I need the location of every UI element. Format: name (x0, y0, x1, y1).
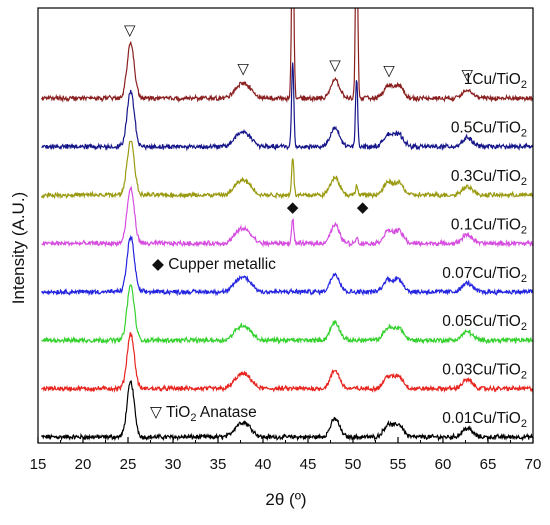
series-label-0: 0.01Cu/TiO2 (442, 410, 527, 430)
series-line-5 (41, 140, 533, 200)
series-labels: 0.01Cu/TiO2 0.03Cu/TiO2 0.05Cu/TiO2 0.07Cu/… (442, 71, 527, 430)
x-tick-label-4: 35 (210, 456, 227, 473)
x-tick-label-7: 50 (345, 456, 362, 473)
legend-anatase: ▽ TiO2 Anatase (150, 404, 257, 424)
series-label-1: 0.03Cu/TiO2 (442, 362, 527, 382)
anatase-marker-2: ▽ (329, 56, 341, 74)
series-label-3: 0.07Cu/TiO2 (442, 265, 527, 285)
y-axis-title: Intensity (A.U.) (9, 192, 28, 304)
x-tick-label-10: 65 (480, 456, 497, 473)
anatase-marker-4: ▽ (462, 65, 474, 83)
x-axis-title: 2θ (º) (265, 490, 306, 509)
x-tick-label-6: 45 (300, 456, 317, 473)
series-line-6 (41, 62, 533, 152)
series-label-4: 0.1Cu/TiO2 (451, 216, 527, 236)
x-tick-label-2: 25 (120, 456, 137, 473)
x-axis: 15 20 25 30 35 40 45 50 55 60 65 70 (30, 7, 542, 473)
legend: ◆ Cupper metallic ▽ TiO2 Anatase (150, 256, 276, 424)
plot-area (41, 8, 533, 442)
series-line-2 (41, 284, 533, 345)
series-label-5: 0.3Cu/TiO2 (451, 168, 527, 188)
copper-marker-1: ◆ (357, 198, 369, 216)
series-line-3 (41, 234, 533, 297)
x-tick-label-1: 20 (75, 456, 92, 473)
series-line-0 (41, 380, 533, 442)
anatase-marker-1: ▽ (237, 59, 249, 77)
series-label-6: 0.5Cu/TiO2 (451, 120, 527, 140)
series-line-7 (41, 8, 533, 104)
x-tick-label-9: 60 (435, 456, 452, 473)
x-tick-label-11: 70 (525, 456, 542, 473)
anatase-marker-3: ▽ (383, 61, 395, 79)
x-tick-label-8: 55 (390, 456, 407, 473)
x-tick-label-3: 30 (165, 456, 182, 473)
legend-copper: ◆ Cupper metallic (152, 256, 276, 273)
peak-markers: ▽ ▽ ▽ ▽ ▽ ◆ ◆ (124, 21, 474, 216)
series-label-7: 1Cu/TiO2 (464, 71, 527, 91)
anatase-marker-0: ▽ (124, 21, 136, 39)
series-line-1 (41, 332, 533, 393)
series-label-2: 0.05Cu/TiO2 (442, 313, 527, 333)
x-tick-label-0: 15 (30, 456, 47, 473)
series-line-4 (41, 185, 533, 248)
x-tick-label-5: 40 (255, 456, 272, 473)
copper-marker-0: ◆ (287, 198, 299, 216)
